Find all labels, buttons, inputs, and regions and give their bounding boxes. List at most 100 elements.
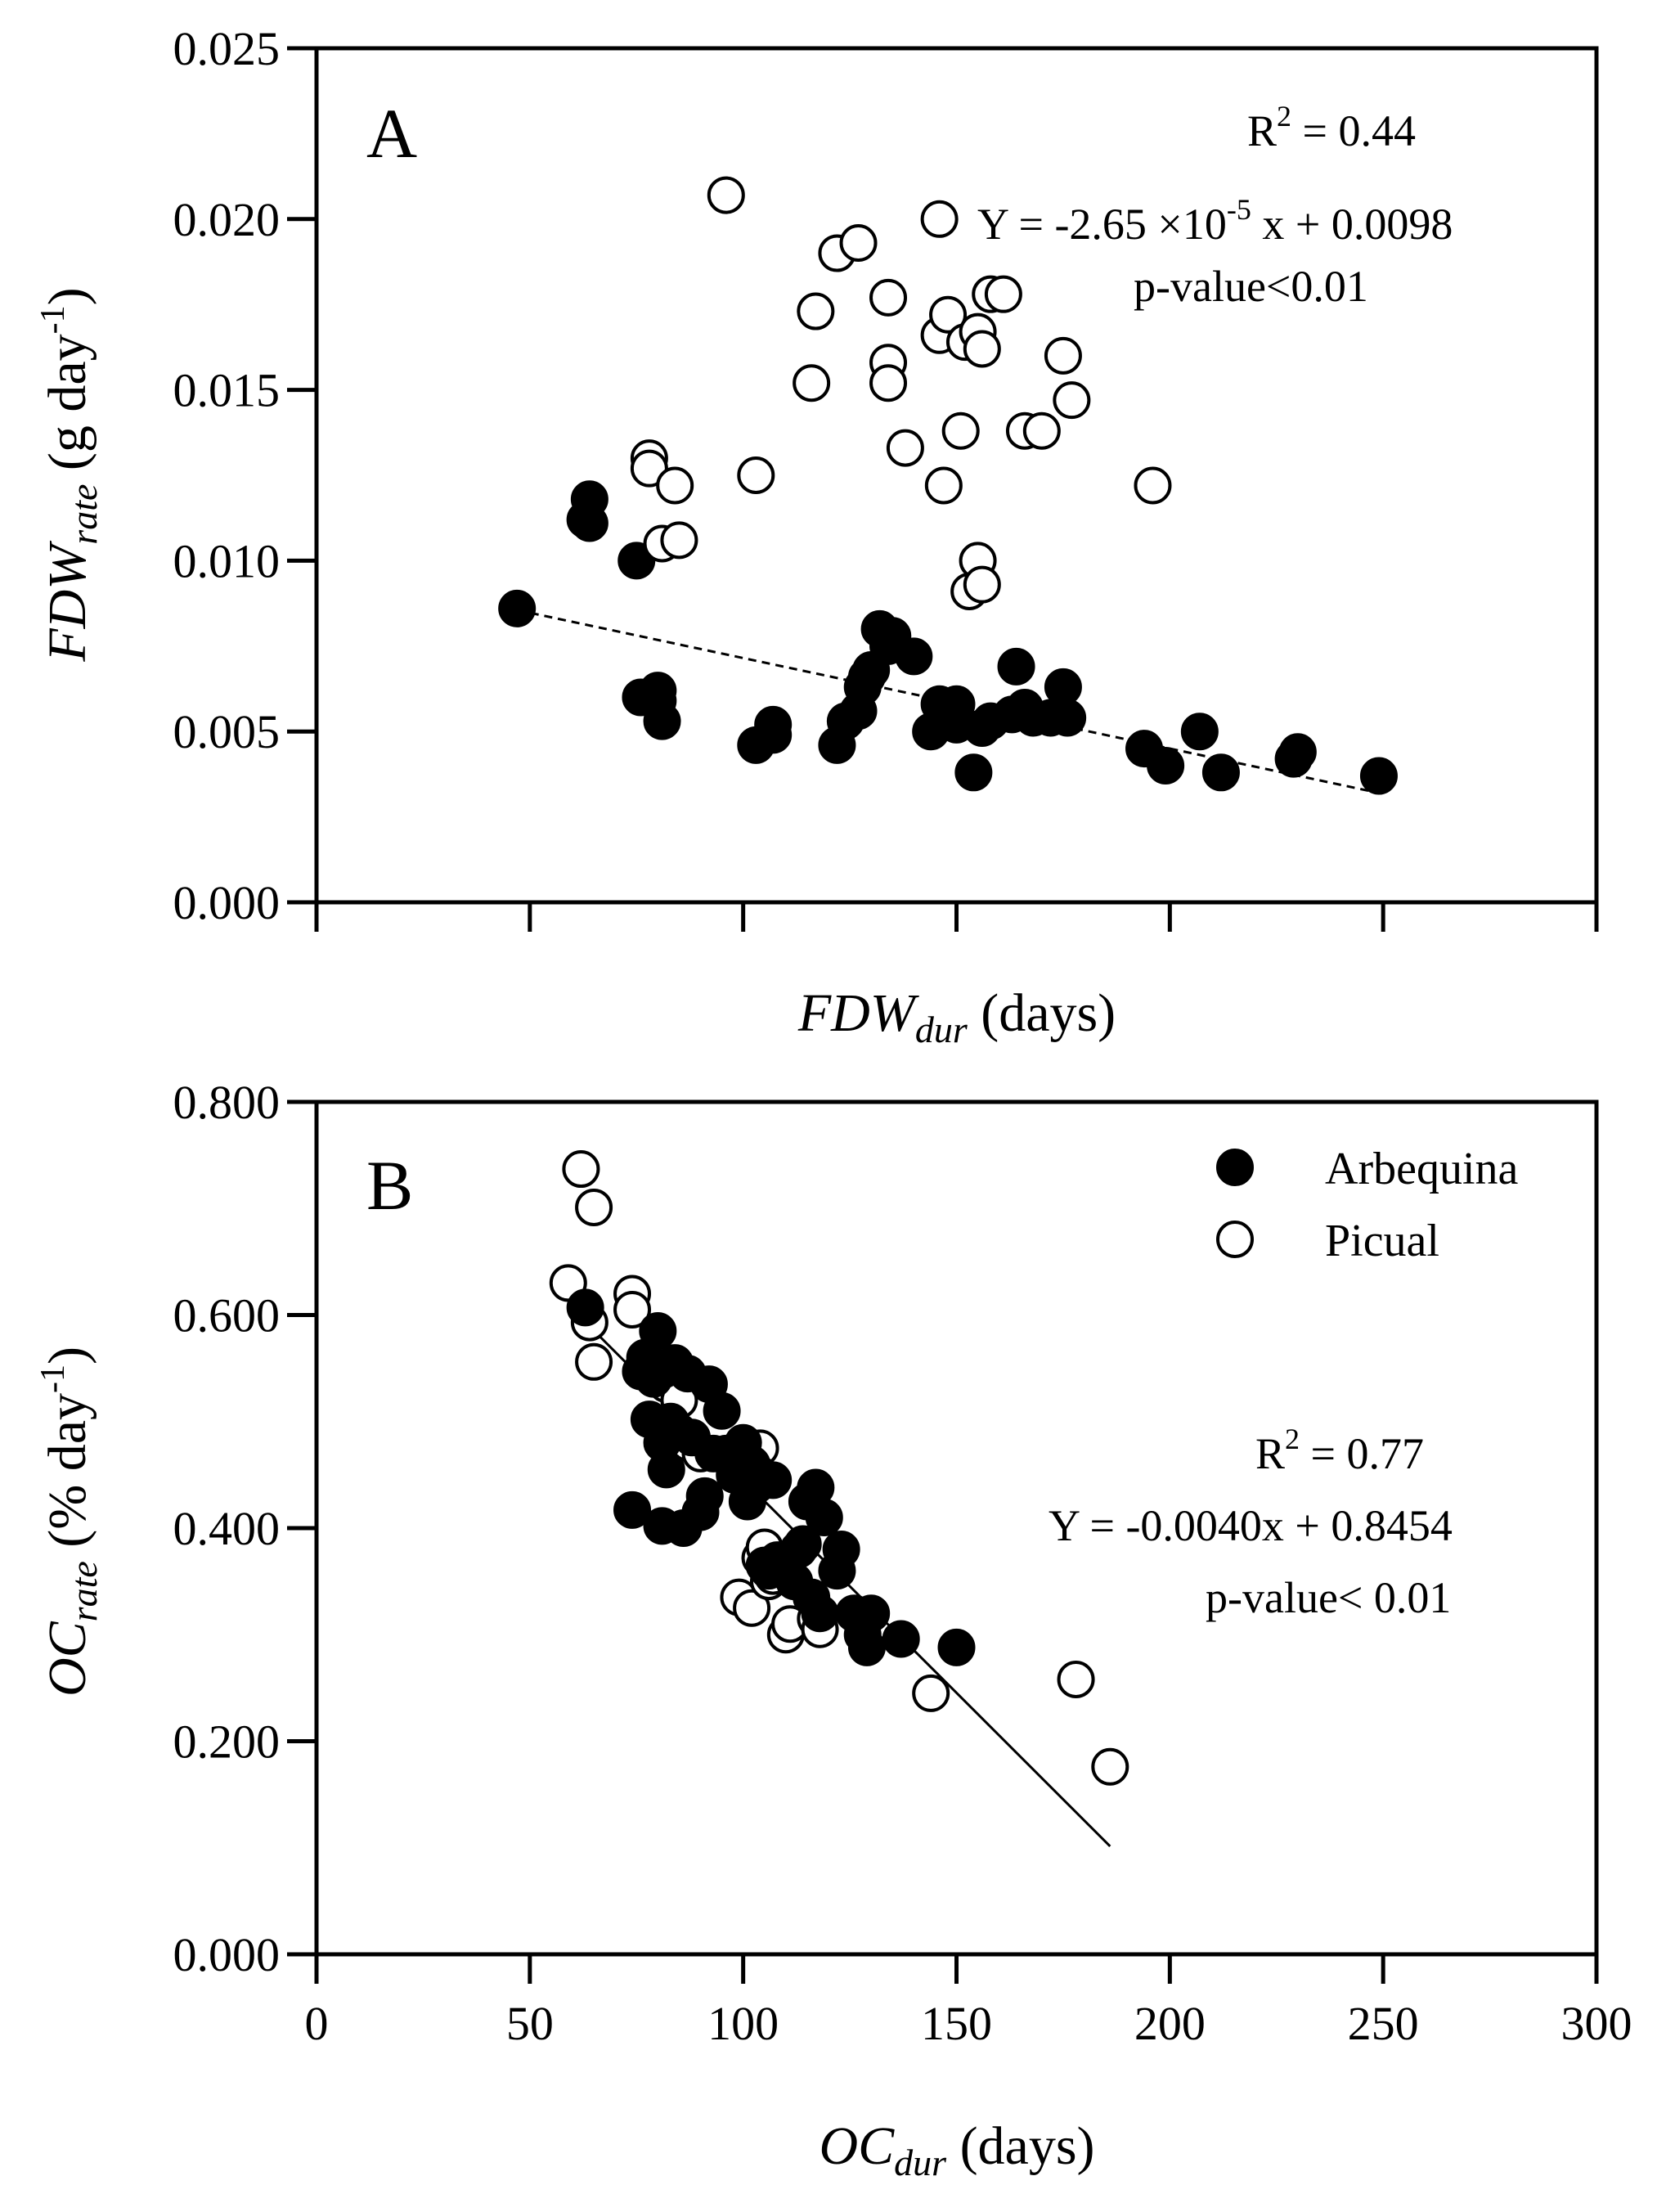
panel-a-point-picual bbox=[1134, 466, 1172, 505]
panel-a-point-arbequina bbox=[1359, 757, 1398, 795]
panel-a-y-tick-label: 0.005 bbox=[173, 705, 281, 758]
panel-b: 0 50 100 150 200 250 300 0.000 0.200 0.400 0.600 0.… bbox=[34, 1076, 1632, 2183]
panel-a-point-arbequina bbox=[570, 504, 608, 542]
panel-a-point-picual bbox=[1022, 411, 1061, 450]
panel-a-r2: R2 = 0.44 bbox=[1247, 100, 1416, 155]
panel-b-x-tick-label: 50 bbox=[506, 1997, 554, 2050]
panel-b-label: B bbox=[366, 1146, 413, 1225]
panel-b-y-tick-label: 0.600 bbox=[173, 1289, 281, 1342]
panel-a-pvalue: p-value<0.01 bbox=[1134, 262, 1368, 311]
panel-a-y-tick-label: 0.015 bbox=[173, 364, 281, 417]
panel-b-y-axis-title: OCrate (% day-1) bbox=[34, 1347, 105, 1697]
panel-b-point-picual bbox=[1057, 1660, 1095, 1698]
panel-a-point-arbequina bbox=[1044, 668, 1082, 706]
panel-a-point-arbequina bbox=[895, 637, 933, 676]
panel-a-point-arbequina bbox=[1147, 746, 1185, 785]
legend-label-picual: Picual bbox=[1325, 1216, 1439, 1266]
panel-a-point-arbequina bbox=[643, 702, 681, 740]
panel-b-ticks: 0 50 100 150 200 250 300 0.000 0.200 0.400 0.600 0.… bbox=[173, 1076, 1632, 2050]
panel-b-point-arbequina bbox=[937, 1628, 976, 1666]
panel-b-r2: R2 = 0.77 bbox=[1255, 1423, 1424, 1478]
panel-b-x-tick-label: 150 bbox=[921, 1997, 992, 2050]
panel-b-point-picual bbox=[575, 1342, 613, 1381]
panel-a-point-picual bbox=[869, 278, 908, 317]
panel-a-point-arbequina bbox=[617, 542, 656, 580]
panel-b-point-picual bbox=[562, 1150, 600, 1189]
panel-b-point-arbequina bbox=[847, 1628, 886, 1666]
panel-a-regression-line bbox=[516, 609, 1384, 795]
panel-a-x-axis-title: FDWdur (days) bbox=[797, 983, 1116, 1050]
panel-a-point-picual bbox=[984, 275, 1022, 313]
panel-b-y-tick-label: 0.000 bbox=[173, 1928, 281, 1981]
panel-a-fit bbox=[516, 609, 1384, 795]
panel-b-point-arbequina bbox=[882, 1620, 920, 1658]
panel-a-point-arbequina bbox=[498, 589, 537, 627]
panel-a-point-picual bbox=[963, 330, 1001, 368]
panel-b-point-arbequina bbox=[805, 1498, 843, 1536]
panel-a-point-picual bbox=[924, 466, 963, 505]
panel-b-y-tick-label: 0.800 bbox=[173, 1076, 281, 1129]
panel-a-y-tick-label: 0.025 bbox=[173, 22, 281, 75]
panel-a-equation: Y = -2.65 ×10-5 x + 0.0098 bbox=[977, 193, 1453, 249]
panel-b-pvalue: p-value< 0.01 bbox=[1206, 1573, 1451, 1622]
panel-a-point-picual bbox=[963, 565, 1001, 604]
panel-a-y-axis-title: FDWrate (g day-1) bbox=[34, 287, 105, 662]
panel-a-point-picual bbox=[886, 429, 924, 467]
panel-b-y-tick-label: 0.200 bbox=[173, 1715, 281, 1769]
legend-marker-picual bbox=[1216, 1221, 1254, 1258]
panel-b-x-tick-label: 250 bbox=[1348, 1997, 1419, 2050]
panel-a-point-picual bbox=[707, 176, 745, 214]
panel-b-point-arbequina bbox=[852, 1594, 891, 1633]
panel-a-point-arbequina bbox=[954, 753, 993, 792]
panel-a-points bbox=[498, 176, 1398, 795]
panel-b-point-arbequina bbox=[613, 1490, 652, 1529]
panel-a-point-picual bbox=[1044, 336, 1082, 375]
panel-b-x-tick-label: 100 bbox=[707, 1997, 779, 2050]
panel-a-point-arbequina bbox=[754, 705, 793, 744]
panel-b-point-arbequina bbox=[754, 1461, 793, 1499]
panel-b-y-tick-label: 0.400 bbox=[173, 1502, 281, 1555]
panel-a-y-tick-label: 0.020 bbox=[173, 193, 281, 246]
panel-a: 0.000 0.005 0.010 0.015 0.020 0.025 A R2 = 0.… bbox=[34, 22, 1599, 1050]
panel-b-point-arbequina bbox=[822, 1531, 860, 1569]
panel-a-label: A bbox=[366, 94, 417, 173]
panel-a-point-arbequina bbox=[1201, 753, 1240, 792]
panel-a-point-picual bbox=[929, 295, 968, 334]
panel-b-equation: Y = -0.0040x + 0.8454 bbox=[1049, 1501, 1453, 1550]
panel-a-point-arbequina bbox=[1049, 699, 1087, 737]
panel-b-point-picual bbox=[1091, 1747, 1129, 1786]
panel-b-x-tick-label: 200 bbox=[1134, 1997, 1206, 2050]
panel-b-x-tick-label: 0 bbox=[305, 1997, 329, 2050]
legend-label-arbequina: Arbequina bbox=[1325, 1144, 1519, 1194]
legend: Arbequina Picual bbox=[1216, 1144, 1519, 1266]
panel-a-point-picual bbox=[737, 456, 775, 494]
panel-a-point-arbequina bbox=[997, 647, 1035, 686]
panel-a-point-picual bbox=[869, 364, 908, 402]
panel-b-point-arbequina bbox=[801, 1594, 839, 1633]
panel-b-point-arbequina bbox=[703, 1391, 741, 1430]
panel-a-point-picual bbox=[839, 224, 878, 263]
panel-a-y-tick-label: 0.000 bbox=[173, 876, 281, 929]
panel-a-y-tick-label: 0.010 bbox=[173, 534, 281, 587]
panel-a-point-picual bbox=[797, 292, 835, 330]
panel-a-ticks: 0.000 0.005 0.010 0.015 0.020 0.025 bbox=[173, 22, 1599, 932]
panel-a-point-arbequina bbox=[1278, 733, 1317, 771]
panel-b-point-arbequina bbox=[639, 1312, 677, 1351]
panel-b-point-picual bbox=[613, 1290, 652, 1329]
panel-a-point-arbequina bbox=[1180, 713, 1219, 751]
panel-b-point-arbequina bbox=[784, 1525, 822, 1563]
panel-b-point-picual bbox=[575, 1188, 613, 1226]
panel-a-point-picual bbox=[660, 521, 698, 560]
panel-a-point-picual bbox=[656, 466, 694, 505]
panel-b-point-arbequina bbox=[685, 1477, 724, 1515]
panel-b-points bbox=[549, 1150, 1129, 1786]
legend-marker-arbequina bbox=[1216, 1149, 1254, 1186]
panel-a-point-picual bbox=[941, 411, 980, 450]
panel-b-point-picual bbox=[912, 1674, 950, 1712]
panel-a-point-picual bbox=[1053, 381, 1091, 420]
panel-b-x-axis-title: OCdur (days) bbox=[819, 2116, 1094, 2183]
panel-a-point-picual bbox=[793, 364, 831, 402]
panel-a-point-picual bbox=[630, 449, 668, 488]
panel-b-point-picual bbox=[733, 1589, 771, 1627]
